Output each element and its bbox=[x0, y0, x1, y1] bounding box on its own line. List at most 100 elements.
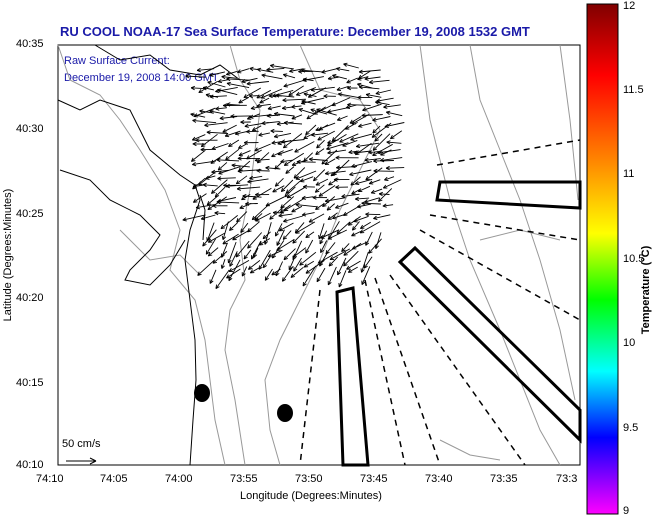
current-vector-head bbox=[377, 152, 382, 155]
current-vector bbox=[282, 265, 294, 282]
current-vector-head bbox=[246, 131, 251, 134]
current-vector-head bbox=[303, 263, 307, 268]
current-vector bbox=[207, 196, 228, 210]
current-vector bbox=[327, 229, 347, 240]
current-vector-head bbox=[342, 142, 346, 147]
current-vector-head bbox=[301, 69, 306, 73]
current-vector-head bbox=[265, 165, 270, 169]
current-vector bbox=[288, 259, 295, 270]
current-vector-head bbox=[276, 121, 281, 125]
current-vector-head bbox=[313, 179, 318, 182]
current-vector-head bbox=[286, 194, 290, 199]
current-vector-head bbox=[289, 68, 293, 72]
current-vector-head bbox=[347, 102, 352, 106]
current-vector-head bbox=[327, 150, 332, 154]
current-vector-head bbox=[269, 217, 274, 220]
current-vector-head bbox=[263, 240, 266, 245]
current-vector-head bbox=[284, 209, 289, 212]
current-vector-head bbox=[310, 109, 315, 113]
current-vector-head bbox=[315, 205, 318, 210]
current-vector-head bbox=[226, 81, 231, 84]
current-vector bbox=[251, 203, 270, 221]
current-vector bbox=[291, 205, 303, 213]
current-vector bbox=[365, 231, 373, 246]
current-vector bbox=[277, 148, 293, 156]
current-vector-head bbox=[271, 142, 276, 145]
current-vector-head bbox=[238, 99, 242, 104]
current-vector bbox=[283, 215, 303, 222]
current-vector-head bbox=[254, 158, 259, 161]
current-vector-head bbox=[225, 185, 230, 189]
current-vector bbox=[202, 184, 218, 187]
current-vector bbox=[375, 89, 392, 95]
current-vector-head bbox=[362, 109, 367, 112]
current-vector-head bbox=[276, 242, 281, 246]
current-vector-head bbox=[373, 170, 378, 174]
current-vector bbox=[209, 71, 226, 76]
current-vector-head bbox=[317, 259, 321, 264]
current-vector bbox=[294, 141, 315, 153]
current-vector bbox=[206, 131, 228, 134]
current-vector bbox=[376, 97, 394, 102]
current-vector-head bbox=[247, 179, 252, 183]
current-vector bbox=[375, 101, 390, 106]
current-vector-head bbox=[315, 153, 320, 155]
current-vector bbox=[274, 161, 283, 170]
colorbar-tick: 11.5 bbox=[623, 84, 644, 96]
current-vector-head bbox=[267, 253, 272, 257]
current-vector-head bbox=[235, 252, 238, 258]
current-vector-head bbox=[185, 74, 190, 77]
colorbar-tick: 11 bbox=[623, 168, 635, 180]
current-vector-head bbox=[298, 108, 303, 110]
current-vector bbox=[252, 125, 262, 131]
current-vector-head bbox=[243, 255, 246, 260]
current-vector bbox=[386, 141, 402, 144]
current-vector-head bbox=[311, 132, 316, 136]
current-vector-head bbox=[266, 67, 271, 71]
current-vector-head bbox=[336, 165, 341, 169]
current-vector-head bbox=[312, 197, 317, 200]
current-vector bbox=[192, 119, 217, 124]
current-vector bbox=[241, 194, 251, 201]
current-vector-head bbox=[239, 205, 243, 209]
current-vector-head bbox=[291, 115, 295, 120]
current-vector-head bbox=[283, 83, 288, 87]
current-vector-head bbox=[195, 205, 200, 209]
current-vector bbox=[211, 169, 229, 173]
current-vector-head bbox=[338, 283, 343, 288]
current-vector-head bbox=[217, 81, 223, 84]
current-vector-head bbox=[229, 228, 234, 231]
current-vector-head bbox=[222, 103, 227, 106]
current-vector bbox=[206, 195, 218, 206]
current-vector-head bbox=[272, 188, 276, 193]
current-vector-head bbox=[303, 92, 308, 95]
current-vector bbox=[275, 94, 295, 98]
current-vector-head bbox=[261, 123, 266, 126]
current-vector-head bbox=[282, 279, 287, 282]
current-vector-head bbox=[198, 88, 202, 93]
current-vector-head bbox=[191, 136, 196, 141]
current-vector bbox=[295, 170, 317, 180]
current-vector bbox=[299, 251, 317, 266]
current-vector bbox=[216, 159, 240, 162]
current-vector bbox=[264, 268, 273, 281]
current-vector-head bbox=[241, 79, 246, 83]
current-vector-head bbox=[206, 130, 211, 133]
current-vector-head bbox=[325, 173, 330, 176]
current-vector-head bbox=[208, 254, 213, 257]
current-vector-head bbox=[351, 163, 355, 168]
current-vector bbox=[270, 130, 283, 132]
current-vector-head bbox=[218, 168, 223, 171]
current-vector-head bbox=[236, 220, 241, 223]
current-vector bbox=[318, 185, 336, 197]
current-vector bbox=[214, 212, 226, 215]
current-vector-head bbox=[301, 99, 306, 102]
current-vector-head bbox=[209, 96, 214, 99]
current-vector-head bbox=[226, 74, 231, 76]
current-vector-head bbox=[318, 234, 320, 240]
current-vector-head bbox=[298, 108, 303, 113]
current-vector-head bbox=[303, 184, 308, 188]
current-vector-head bbox=[218, 173, 223, 175]
current-vector-head bbox=[278, 227, 283, 232]
current-vector bbox=[229, 221, 239, 231]
